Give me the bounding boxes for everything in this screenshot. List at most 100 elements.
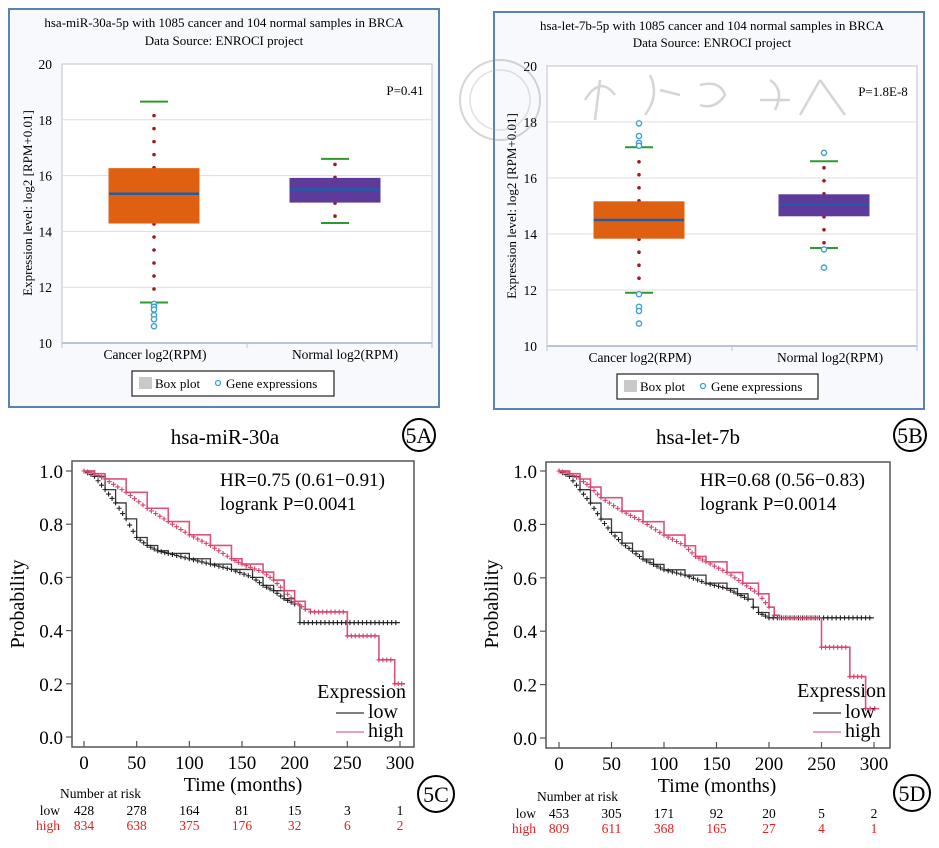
censor-mark <box>165 550 171 556</box>
panel-b-legend-gene: Gene expressions <box>711 379 802 394</box>
censor-mark <box>130 528 136 534</box>
censor-mark <box>633 551 639 557</box>
panel-c-badge-text: 5C <box>423 782 449 807</box>
censor-mark <box>763 600 768 606</box>
risk-value: 20 <box>762 806 776 821</box>
censor-mark <box>203 540 209 546</box>
censor-mark <box>264 584 270 590</box>
panel-a-legend: Box plot Gene expressions <box>131 370 335 397</box>
censor-mark <box>241 571 247 577</box>
panel-d-legend-low: low <box>845 701 876 723</box>
censor-mark <box>368 620 374 626</box>
censor-mark <box>252 566 258 572</box>
x-tick-label: 0 <box>554 754 564 775</box>
censor-mark <box>186 532 192 538</box>
y-tick-label: 18 <box>524 115 538 130</box>
censor-mark <box>260 569 266 575</box>
censor-mark <box>123 489 129 495</box>
censor-mark <box>560 469 565 475</box>
censor-mark <box>178 554 184 560</box>
x-tick-label: 300 <box>860 754 889 775</box>
watermark <box>459 59 847 141</box>
gene-expression-marker-icon <box>699 382 707 390</box>
panel-c-hr: HR=0.75 (0.61−0.91) <box>220 470 385 491</box>
risk-value: 171 <box>654 806 674 821</box>
censor-mark <box>766 615 772 621</box>
box-plot-swatch-icon <box>624 380 637 392</box>
y-tick-label: 1.0 <box>39 462 63 483</box>
censor-mark <box>630 548 635 554</box>
panel-a-boxplot: hsa-miR-30a-5p with 1085 cancer and 104 … <box>8 8 440 408</box>
censor-mark <box>182 529 188 535</box>
censor-mark <box>678 541 684 547</box>
censor-mark <box>810 615 816 621</box>
censor-mark <box>134 535 140 540</box>
censor-mark <box>207 542 213 548</box>
censor-mark <box>682 543 688 549</box>
y-tick-label: 0.6 <box>39 568 63 589</box>
panel-c-km-plot: 0.0 0.2 0.4 0.6 0.8 1.0 0 50 100 150 200 250 300 HR=… <box>7 460 415 833</box>
panel-b-y-axis-label: Expression level: log2 [RPM+0.01] <box>504 113 519 299</box>
censor-mark <box>359 620 365 626</box>
censor-mark <box>191 534 197 540</box>
censor-mark <box>854 615 860 621</box>
censor-mark <box>224 565 230 571</box>
panel-c-x-axis-label: Time (months) <box>184 774 303 796</box>
censor-mark <box>574 474 579 480</box>
panel-b-category-cancer: Cancer log2(RPM) <box>588 350 691 365</box>
risk-value: 809 <box>549 821 570 836</box>
censor-mark <box>598 516 604 522</box>
censor-mark <box>123 516 129 522</box>
censor-mark <box>745 596 751 602</box>
risk-value: 453 <box>549 806 570 821</box>
censor-mark <box>781 615 787 621</box>
panel-a-p-value: P=0.41 <box>386 83 423 98</box>
censor-mark <box>570 478 576 484</box>
censor-mark <box>203 560 209 566</box>
gene-expression-marker-icon <box>214 379 222 387</box>
outlier-point <box>820 246 828 253</box>
seal-watermark-icon <box>459 59 541 141</box>
censor-mark <box>669 569 675 575</box>
x-tick-label: 300 <box>386 753 415 774</box>
censor-mark <box>661 532 667 538</box>
censor-mark <box>288 599 294 605</box>
censor-mark <box>216 548 222 554</box>
censor-mark <box>619 508 625 514</box>
risk-value: 638 <box>127 818 148 833</box>
censor-mark <box>106 479 112 485</box>
censor-mark <box>626 545 632 551</box>
censor-mark <box>256 567 262 573</box>
panel-d-y-axis-label: Probability <box>481 560 503 649</box>
censor-mark <box>581 479 586 485</box>
censor-mark <box>752 588 758 594</box>
censor-mark <box>644 558 649 564</box>
risk-value: 2 <box>871 806 878 821</box>
censor-mark <box>157 513 163 519</box>
censor-mark <box>744 583 750 589</box>
censor-mark <box>299 604 305 610</box>
panel-c-legend-high: high <box>368 720 404 742</box>
censor-mark <box>640 519 646 525</box>
panel-a-legend-box <box>131 370 335 397</box>
censor-mark <box>833 615 839 621</box>
censor-mark <box>355 620 361 626</box>
outlier-point <box>635 120 643 127</box>
panel-c-legend-title: Expression <box>317 681 406 703</box>
risk-table-title: Number at risk <box>60 786 141 801</box>
censor-mark <box>245 573 251 579</box>
censor-mark <box>330 620 336 626</box>
censor-mark <box>651 561 656 567</box>
censor-mark <box>686 546 691 552</box>
censor-mark <box>137 537 143 543</box>
censor-mark <box>253 577 259 583</box>
panel-b-p-value: P=1.8E-8 <box>858 84 908 99</box>
panel-a-category-cancer: Cancer log2(RPM) <box>103 347 206 362</box>
censor-mark <box>285 597 291 603</box>
censor-mark <box>141 540 147 546</box>
censor-mark <box>281 596 287 602</box>
whisker-dot <box>637 160 641 164</box>
panel-a-legend-boxplot: Box plot <box>155 376 201 391</box>
y-tick-label: 20 <box>39 57 53 72</box>
risk-row-label-high: high <box>36 818 60 833</box>
